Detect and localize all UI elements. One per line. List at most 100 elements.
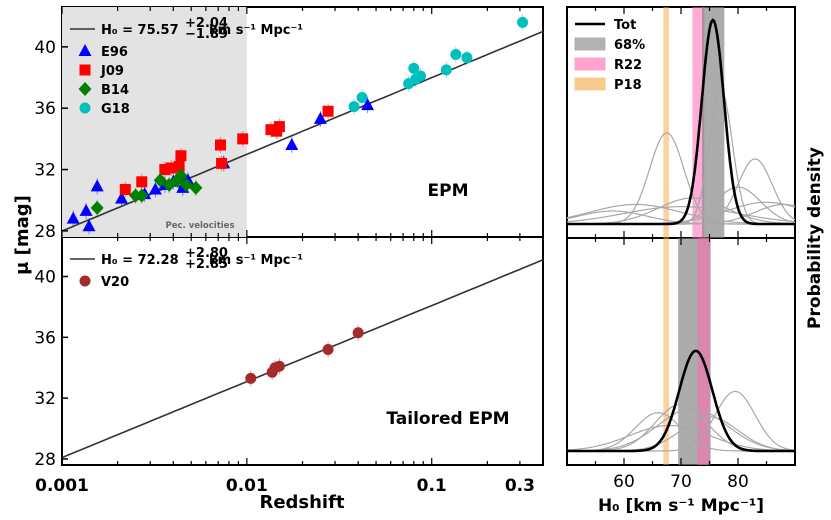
j09-point xyxy=(159,164,171,176)
j09-point xyxy=(237,133,249,145)
pec-velocity-shaded-region xyxy=(62,7,247,237)
legend-68pct-swatch xyxy=(574,37,606,51)
j09-point xyxy=(173,160,185,172)
j09-point xyxy=(273,121,285,133)
j09-point xyxy=(216,157,228,169)
legend-tot-label: Tot xyxy=(614,18,636,33)
b14-point xyxy=(90,200,104,215)
legend-68pct-label: 68% xyxy=(614,38,645,53)
x-tick-label: 0.001 xyxy=(35,476,89,496)
y-tick-label: 40 xyxy=(34,268,56,288)
x-tick-label: 70 xyxy=(670,472,692,492)
e96-point xyxy=(79,203,93,216)
band-p18 xyxy=(663,7,670,238)
j09-point xyxy=(136,176,148,188)
tailored-epm-panel-label: Tailored EPM xyxy=(386,409,509,429)
legend-j09-marker xyxy=(79,64,91,76)
x-tick-label: 0.1 xyxy=(417,476,447,496)
bottom-left-plot-area: 28 32 36 40 0.001 0.01 0.1 0.3 H₀ = 72.28 +2.80+2… xyxy=(34,237,544,496)
v20-point xyxy=(352,327,364,339)
g18-point xyxy=(356,91,368,103)
y-tick-label: 36 xyxy=(34,99,56,119)
epm-panel-label: EPM xyxy=(428,181,469,201)
g18-point xyxy=(461,52,473,64)
y-tick-label: 32 xyxy=(34,161,56,181)
legend-h0-lower-error: +2.85 xyxy=(185,257,228,272)
bottom-right-plot-area: 60 70 80 xyxy=(566,238,796,492)
legend-p18-label: P18 xyxy=(614,78,642,93)
e96-point xyxy=(148,182,162,195)
b14-point xyxy=(135,188,149,203)
x-tick-label: 0.3 xyxy=(505,476,535,496)
b14-point xyxy=(189,180,203,195)
j09-point xyxy=(175,150,187,162)
legend-v20-marker xyxy=(79,275,91,287)
y-tick-label: 28 xyxy=(34,450,56,470)
legend-h0-unit: km s⁻¹ Mpc⁻¹ xyxy=(209,253,303,268)
legend-h0-value: H₀ = 72.28 xyxy=(101,253,179,268)
e96-point xyxy=(361,98,375,111)
individual-pdf-curve xyxy=(566,206,796,223)
legend-v20-label: V20 xyxy=(101,275,129,290)
y-tick-label: 36 xyxy=(34,328,56,348)
v20-point xyxy=(322,343,334,355)
g18-point xyxy=(415,70,427,82)
legend-p18-swatch xyxy=(574,77,606,91)
legend-r22-label: R22 xyxy=(614,58,642,73)
x-tick-label: 60 xyxy=(613,472,635,492)
legend-e96-marker xyxy=(78,44,92,56)
g18-point xyxy=(440,64,452,76)
e96-point xyxy=(115,191,129,204)
legend-h0-upper-error: +2.04 xyxy=(185,16,228,31)
g18-point xyxy=(450,49,462,61)
b14-point xyxy=(174,168,188,183)
legend-h0-unit: km s⁻¹ Mpc⁻¹ xyxy=(209,23,303,38)
bottom-left-panel-frame xyxy=(61,236,544,466)
j09-point xyxy=(119,183,131,195)
legend-g18-label: G18 xyxy=(101,102,130,117)
pec-velocities-label: Pec. velocities xyxy=(165,221,234,231)
x-tick-label: 0.01 xyxy=(226,476,268,496)
legend-h0-lower-error: −1.89 xyxy=(185,27,228,42)
individual-pdf-curve xyxy=(567,88,795,225)
individual-pdf-curve xyxy=(567,407,796,452)
band-r22 xyxy=(692,7,705,238)
legend-r22-swatch xyxy=(574,57,606,71)
probability-density-label: Probability density xyxy=(805,147,825,329)
v20-point xyxy=(273,360,285,372)
g18-point xyxy=(517,16,529,28)
e96-point xyxy=(285,138,299,150)
j09-point xyxy=(165,162,177,174)
legend-g18-marker xyxy=(79,102,91,114)
g18-point xyxy=(348,101,360,113)
legend-j09-label: J09 xyxy=(100,64,124,79)
total-pdf-curve xyxy=(567,18,795,226)
y-tick-label: 40 xyxy=(34,38,56,58)
redshift-axis-label: Redshift xyxy=(259,492,344,513)
legend-b14-marker xyxy=(78,82,92,96)
legend-b14-label: B14 xyxy=(101,83,129,98)
j09-point xyxy=(322,105,334,117)
legend-h0-value: H₀ = 75.57 xyxy=(101,23,179,38)
individual-pdf-curve xyxy=(567,158,796,225)
individual-pdf-curve xyxy=(567,186,796,225)
top-right-plot-area: Tot 68% R22 P18 xyxy=(566,7,796,238)
g18-point xyxy=(408,62,420,74)
v20-point xyxy=(245,372,257,384)
band-r22 xyxy=(697,238,711,465)
e96-point xyxy=(82,219,96,232)
y-tick-label: 28 xyxy=(34,222,56,242)
band-p18 xyxy=(663,238,670,465)
j09-point xyxy=(214,139,226,151)
b14-point xyxy=(153,173,167,188)
legend-e96-label: E96 xyxy=(101,45,128,60)
j09-point xyxy=(265,124,277,136)
hubble-fit-line xyxy=(61,259,544,459)
e96-point xyxy=(66,211,80,224)
x-tick-label: 80 xyxy=(727,472,749,492)
h0-axis-label: H₀ [km s⁻¹ Mpc⁻¹] xyxy=(598,496,764,516)
individual-pdf-curve xyxy=(566,424,795,452)
mu-axis-label: μ [mag] xyxy=(12,195,33,275)
